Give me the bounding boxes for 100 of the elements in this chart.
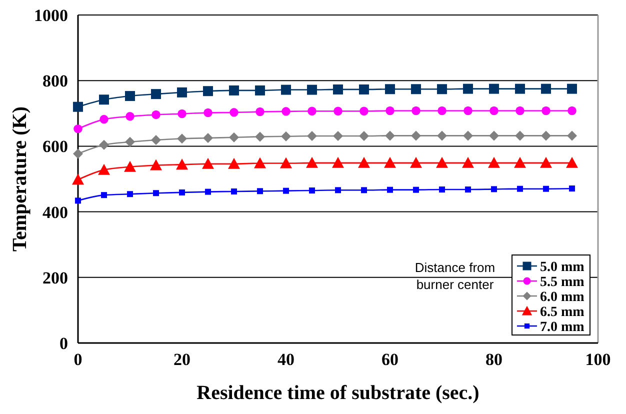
point bbox=[436, 156, 448, 168]
point bbox=[229, 85, 239, 96]
point bbox=[488, 156, 500, 168]
point bbox=[333, 131, 343, 142]
point bbox=[308, 106, 316, 116]
x-tick-label: 40 bbox=[278, 350, 294, 369]
point bbox=[568, 106, 576, 116]
point bbox=[463, 84, 473, 94]
point bbox=[101, 192, 107, 198]
point bbox=[437, 84, 447, 94]
point bbox=[228, 158, 240, 169]
point bbox=[179, 189, 185, 196]
point bbox=[204, 108, 212, 118]
point bbox=[386, 106, 394, 116]
point bbox=[74, 124, 82, 134]
point bbox=[463, 130, 473, 141]
point bbox=[517, 186, 523, 192]
point bbox=[385, 130, 395, 141]
point bbox=[439, 186, 445, 192]
x-tick-label: 20 bbox=[174, 350, 190, 369]
point bbox=[178, 109, 186, 118]
point bbox=[567, 130, 577, 141]
point bbox=[437, 130, 447, 141]
point bbox=[177, 87, 187, 98]
point bbox=[462, 156, 474, 168]
point bbox=[491, 186, 497, 192]
point bbox=[490, 106, 498, 116]
point bbox=[125, 91, 135, 102]
point bbox=[257, 188, 263, 194]
point bbox=[75, 198, 81, 204]
x-tick-label: 80 bbox=[486, 350, 502, 369]
legend-label: 5.5 mm bbox=[540, 274, 585, 290]
y-tick-label: 600 bbox=[42, 137, 68, 156]
point bbox=[203, 133, 213, 143]
legend-label: 6.0 mm bbox=[540, 290, 585, 305]
legend-title: Distance from burner center bbox=[414, 260, 496, 292]
point bbox=[360, 106, 368, 116]
point bbox=[309, 187, 315, 194]
point bbox=[384, 156, 396, 168]
point bbox=[98, 164, 110, 175]
point bbox=[205, 188, 211, 195]
point bbox=[73, 102, 83, 112]
point bbox=[202, 158, 214, 169]
point bbox=[73, 148, 83, 159]
point bbox=[150, 159, 162, 170]
legend-label: 6.5 mm bbox=[540, 304, 585, 320]
point bbox=[413, 186, 419, 193]
point bbox=[126, 112, 134, 121]
legend-label: 7.0 mm bbox=[540, 320, 585, 335]
point bbox=[514, 156, 526, 168]
point bbox=[99, 140, 109, 150]
y-tick-label: 1000 bbox=[34, 6, 68, 25]
point bbox=[411, 84, 421, 94]
point bbox=[229, 132, 239, 142]
point bbox=[542, 106, 550, 116]
point bbox=[541, 84, 551, 94]
x-tick-label: 60 bbox=[382, 350, 398, 369]
point bbox=[464, 106, 472, 116]
point bbox=[125, 136, 135, 147]
point bbox=[306, 156, 318, 168]
y-axis-title: Temperature (K) bbox=[9, 106, 31, 252]
point bbox=[489, 130, 499, 141]
point bbox=[489, 84, 499, 94]
y-tick-label: 200 bbox=[42, 268, 68, 288]
point bbox=[307, 131, 317, 142]
point bbox=[283, 188, 289, 194]
y-tick-label: 0 bbox=[60, 334, 68, 353]
point bbox=[465, 186, 471, 192]
point bbox=[153, 190, 159, 196]
point bbox=[127, 191, 133, 198]
point bbox=[516, 106, 524, 116]
point bbox=[152, 110, 160, 120]
point bbox=[567, 84, 577, 94]
point bbox=[566, 156, 578, 168]
point bbox=[99, 94, 109, 105]
point bbox=[358, 156, 370, 168]
legend-label: 5.0 mm bbox=[540, 260, 585, 275]
y-tick-label: 400 bbox=[42, 202, 68, 222]
point bbox=[72, 174, 84, 185]
point bbox=[100, 114, 108, 124]
point bbox=[569, 186, 575, 192]
point bbox=[151, 134, 161, 145]
point bbox=[334, 106, 342, 116]
point bbox=[307, 84, 317, 95]
point bbox=[281, 84, 291, 95]
x-tick-label: 100 bbox=[585, 350, 611, 369]
point bbox=[411, 130, 421, 141]
point bbox=[541, 130, 551, 141]
point bbox=[151, 89, 161, 100]
point bbox=[280, 157, 292, 168]
x-tick-label: 0 bbox=[74, 350, 82, 369]
point bbox=[255, 132, 265, 142]
point bbox=[231, 188, 237, 194]
point bbox=[540, 156, 552, 168]
point bbox=[255, 85, 265, 96]
point bbox=[256, 107, 264, 116]
point bbox=[177, 134, 187, 144]
point bbox=[335, 187, 341, 194]
point bbox=[410, 156, 422, 168]
point bbox=[281, 131, 291, 142]
